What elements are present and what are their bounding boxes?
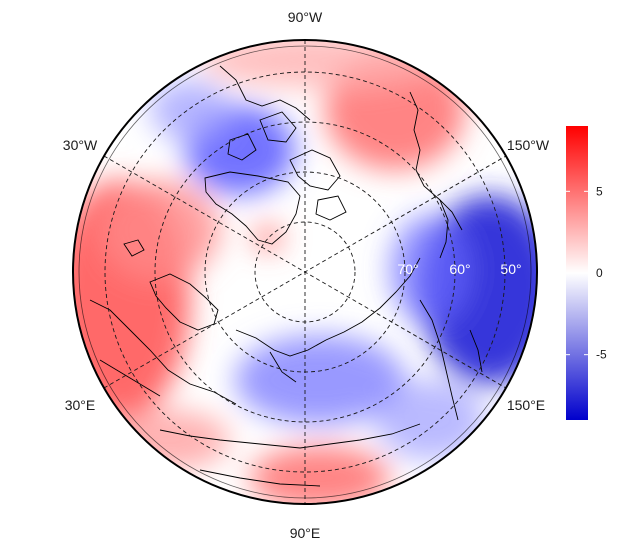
colorbar-tick-label: -5	[596, 348, 607, 362]
anomaly-blob-central-asia	[235, 335, 405, 425]
graticule	[103, 40, 507, 504]
coastline-siberia	[235, 257, 421, 357]
colorbar-tick-label: 5	[596, 184, 603, 198]
colorbar: 5 0 -5	[566, 126, 607, 420]
lat-label-50: 50°	[500, 261, 521, 277]
meridian-30e-150w	[103, 155, 507, 389]
anomaly-blob-china	[250, 446, 390, 504]
lat-label-60: 60°	[449, 261, 470, 277]
lon-label-90e: 90°E	[290, 525, 321, 541]
lon-label-150w: 150°W	[507, 137, 550, 153]
lon-label-30w: 30°W	[63, 137, 98, 153]
latitude-circle-40	[104, 71, 506, 473]
colorbar-ticks: 5 0 -5	[566, 184, 607, 362]
colorbar-tick-label: 0	[596, 266, 603, 280]
lat-label-70: 70°	[397, 261, 418, 277]
map-border	[72, 39, 538, 505]
lon-label-90w: 90°W	[288, 9, 323, 25]
lon-label-30e: 30°E	[65, 397, 96, 413]
lon-label-150e: 150°E	[507, 397, 545, 413]
coastline-greenland	[204, 171, 301, 245]
latitude-circle-50	[154, 121, 456, 423]
colorbar-gradient	[566, 126, 588, 420]
